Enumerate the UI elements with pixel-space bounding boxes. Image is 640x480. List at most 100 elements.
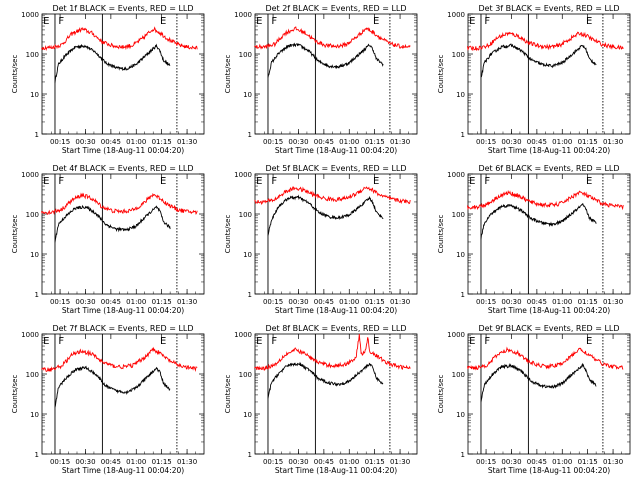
interval-marker-label: E bbox=[256, 336, 262, 347]
lld-series-line bbox=[41, 192, 198, 216]
x-tick-label: 00:15 bbox=[476, 458, 496, 466]
interval-marker-label: E bbox=[43, 336, 49, 347]
x-tick-label: 01:30 bbox=[390, 138, 410, 146]
y-tick-label: 1000 bbox=[21, 331, 39, 339]
y-tick-label: 100 bbox=[26, 211, 39, 219]
interval-marker-label: E bbox=[586, 336, 592, 347]
x-tick-label: 00:30 bbox=[288, 298, 308, 306]
interval-marker-label: F bbox=[484, 336, 490, 347]
x-tick-label: 01:00 bbox=[339, 298, 359, 306]
x-axis-label: Start Time (18-Aug-11 00:04:20) bbox=[488, 146, 610, 155]
interval-marker-label: E bbox=[469, 16, 475, 27]
detector-panel-9: Det 9f BLACK = Events, RED = LLD 1 10 100 10… bbox=[437, 324, 631, 475]
x-tick-label: 01:00 bbox=[339, 138, 359, 146]
plot-frame bbox=[41, 173, 205, 295]
plot-frame bbox=[467, 333, 631, 455]
x-tick-label: 01:30 bbox=[177, 298, 197, 306]
interval-marker-label: F bbox=[484, 176, 490, 187]
x-tick-label: 01:15 bbox=[152, 138, 172, 146]
x-tick-label: 00:15 bbox=[476, 298, 496, 306]
y-tick-label: 1 bbox=[461, 131, 465, 139]
interval-marker-label: E bbox=[373, 16, 379, 27]
x-tick-label: 01:00 bbox=[339, 458, 359, 466]
x-tick-label: 01:30 bbox=[603, 458, 623, 466]
x-tick-label: 00:30 bbox=[501, 458, 521, 466]
interval-marker-label: E bbox=[160, 16, 166, 27]
events-series-line bbox=[267, 42, 384, 78]
lld-series-line bbox=[466, 189, 624, 211]
interval-marker-label: E bbox=[43, 16, 49, 27]
interval-marker-label: E bbox=[586, 16, 592, 27]
x-tick-label: 00:15 bbox=[50, 298, 70, 306]
interval-marker-label: E bbox=[160, 176, 166, 187]
y-tick-label: 1000 bbox=[234, 331, 252, 339]
y-tick-label: 1 bbox=[35, 131, 39, 139]
panel-title: Det 5f BLACK = Events, RED = LLD bbox=[265, 164, 406, 173]
lld-series-line bbox=[467, 346, 624, 371]
x-tick-label: 01:15 bbox=[578, 458, 598, 466]
panel-title: Det 9f BLACK = Events, RED = LLD bbox=[478, 324, 619, 333]
panel-title: Det 3f BLACK = Events, RED = LLD bbox=[478, 4, 619, 13]
y-axis-label: Counts/sec bbox=[224, 215, 232, 254]
x-tick-label: 00:30 bbox=[288, 458, 308, 466]
x-tick-label: 01:30 bbox=[603, 138, 623, 146]
events-series-line bbox=[54, 43, 171, 84]
y-axis-label: Counts/sec bbox=[11, 55, 19, 94]
x-tick-label: 01:30 bbox=[177, 138, 197, 146]
x-tick-label: 00:15 bbox=[50, 138, 70, 146]
interval-marker-label: F bbox=[58, 16, 64, 27]
x-tick-label: 01:00 bbox=[552, 138, 572, 146]
y-tick-label: 1 bbox=[461, 291, 465, 299]
y-tick-label: 1 bbox=[248, 291, 252, 299]
lld-series-line bbox=[254, 186, 411, 206]
x-axis-label: Start Time (18-Aug-11 00:04:20) bbox=[275, 306, 397, 315]
x-tick-label: 00:45 bbox=[314, 138, 334, 146]
x-axis-label: Start Time (18-Aug-11 00:04:20) bbox=[488, 466, 610, 475]
y-tick-label: 10 bbox=[30, 251, 39, 259]
events-series-line bbox=[480, 203, 597, 240]
interval-marker-label: E bbox=[256, 176, 262, 187]
x-axis-label: Start Time (18-Aug-11 00:04:20) bbox=[488, 306, 610, 315]
detector-panel-1: Det 1f BLACK = Events, RED = LLD 1 10 100 10… bbox=[11, 4, 205, 155]
y-tick-label: 10 bbox=[243, 91, 252, 99]
plot-frame bbox=[254, 173, 418, 295]
y-tick-label: 10 bbox=[243, 251, 252, 259]
x-tick-label: 01:15 bbox=[365, 138, 385, 146]
detector-panel-8: Det 8f BLACK = Events, RED = LLD 1 10 100 10… bbox=[224, 324, 418, 475]
lld-series-line bbox=[466, 31, 624, 52]
x-tick-label: 00:15 bbox=[263, 458, 283, 466]
interval-marker-label: F bbox=[271, 176, 277, 187]
interval-marker-label: F bbox=[271, 16, 277, 27]
lld-series-line bbox=[41, 26, 198, 51]
y-tick-label: 1 bbox=[248, 131, 252, 139]
x-tick-label: 00:30 bbox=[75, 138, 95, 146]
x-axis-label: Start Time (18-Aug-11 00:04:20) bbox=[62, 466, 184, 475]
x-tick-label: 01:15 bbox=[578, 298, 598, 306]
y-tick-label: 100 bbox=[452, 51, 465, 59]
x-tick-label: 00:30 bbox=[501, 138, 521, 146]
interval-marker-label: E bbox=[586, 176, 592, 187]
y-tick-label: 100 bbox=[452, 211, 465, 219]
lld-series-line bbox=[41, 346, 198, 373]
x-tick-label: 01:15 bbox=[365, 298, 385, 306]
plot-frame bbox=[41, 13, 205, 135]
x-tick-label: 00:30 bbox=[288, 138, 308, 146]
events-series-line bbox=[480, 43, 597, 78]
x-tick-label: 00:45 bbox=[527, 138, 547, 146]
panel-title: Det 4f BLACK = Events, RED = LLD bbox=[52, 164, 193, 173]
x-tick-label: 01:30 bbox=[390, 298, 410, 306]
lld-series-line bbox=[254, 333, 411, 371]
y-tick-label: 100 bbox=[452, 371, 465, 379]
y-tick-label: 1000 bbox=[447, 171, 465, 179]
x-tick-label: 00:45 bbox=[527, 298, 547, 306]
y-tick-label: 10 bbox=[456, 91, 465, 99]
x-tick-label: 00:45 bbox=[314, 298, 334, 306]
y-axis-label: Counts/sec bbox=[11, 215, 19, 254]
x-axis-label: Start Time (18-Aug-11 00:04:20) bbox=[275, 146, 397, 155]
x-axis-label: Start Time (18-Aug-11 00:04:20) bbox=[62, 146, 184, 155]
y-tick-label: 1000 bbox=[447, 11, 465, 19]
x-tick-label: 01:30 bbox=[177, 458, 197, 466]
plot-frame bbox=[467, 173, 631, 295]
y-tick-label: 10 bbox=[30, 91, 39, 99]
